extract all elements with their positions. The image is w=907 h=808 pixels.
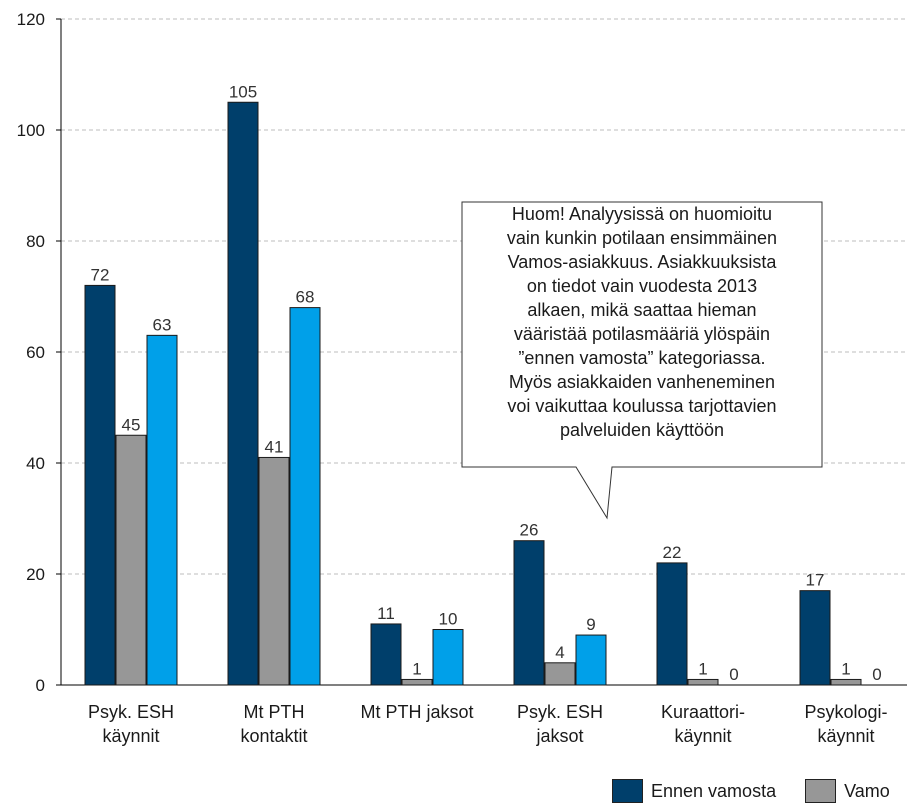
- x-tick-label: Mt PTH: [244, 702, 305, 722]
- y-tick-label: 0: [36, 676, 45, 695]
- data-label: 17: [806, 571, 825, 590]
- data-label: 68: [296, 288, 315, 307]
- legend-item: Ennen vamosta: [612, 779, 776, 803]
- y-tick-label: 100: [17, 121, 45, 140]
- x-tick-label: jaksot: [535, 726, 583, 746]
- data-label: 10: [439, 610, 458, 629]
- data-label: 63: [153, 315, 172, 334]
- y-tick-label: 20: [26, 565, 45, 584]
- bar: [401, 678, 433, 686]
- data-label: 11: [377, 604, 395, 623]
- data-label: 41: [265, 437, 284, 456]
- x-tick-label: käynnit: [102, 726, 159, 746]
- annotation-line: ”ennen vamosta” kategoriassa.: [518, 348, 766, 368]
- data-label: 105: [229, 82, 257, 101]
- bar: [799, 590, 831, 686]
- bar: [513, 540, 545, 686]
- x-tick-label: Kuraattori-: [661, 702, 745, 722]
- bar: [84, 284, 116, 686]
- bar: [575, 634, 607, 686]
- annotation-line: vääristää potilasmääriä ylöspäin: [513, 324, 771, 344]
- bar: [432, 629, 464, 686]
- legend-swatch: [805, 779, 837, 803]
- data-label: 9: [586, 615, 595, 634]
- bar: [687, 678, 719, 686]
- bar: [115, 434, 147, 686]
- bar: [656, 562, 688, 686]
- bar: [258, 456, 290, 686]
- y-tick-label: 80: [26, 232, 45, 251]
- data-label: 1: [841, 659, 850, 678]
- legend-item: Vamo: [805, 779, 890, 803]
- bar: [370, 623, 402, 686]
- x-tick-label: käynnit: [674, 726, 731, 746]
- data-label: 26: [520, 521, 539, 540]
- bar: [227, 101, 259, 686]
- legend-label: Ennen vamosta: [651, 780, 777, 801]
- y-tick-label: 120: [17, 10, 45, 29]
- y-tick-label: 60: [26, 343, 45, 362]
- data-label: 0: [872, 665, 881, 684]
- annotation-line: alkaen, mikä saattaa hieman: [527, 300, 757, 320]
- annotation-line: on tiedot vain vuodesta 2013: [526, 276, 758, 296]
- annotation-callout: [461, 201, 823, 520]
- bar: [146, 334, 178, 686]
- bar: [544, 662, 576, 686]
- annotation-line: Myös asiakkaiden vanheneminen: [508, 372, 776, 392]
- annotation-line: Vamos-asiakkuus. Asiakkuuksista: [507, 252, 777, 272]
- x-tick-label: kontaktit: [240, 726, 307, 746]
- x-tick-label: Psykologi-: [804, 702, 887, 722]
- bar: [830, 678, 862, 686]
- annotation-line: palveluiden käyttöön: [559, 420, 725, 440]
- data-label: 1: [412, 659, 421, 678]
- annotation-text: Huom! Analyysissä on huomioitu vain kunk…: [462, 202, 822, 442]
- data-label: 0: [729, 665, 738, 684]
- data-label: 72: [91, 265, 110, 284]
- x-tick-label: Mt PTH jaksot: [360, 702, 473, 722]
- annotation-line: vain kunkin potilaan ensimmäinen: [506, 228, 778, 248]
- annotation-line: Huom! Analyysissä on huomioitu: [511, 204, 773, 224]
- x-tick-label: Psyk. ESH: [517, 702, 603, 722]
- legend: Ennen vamosta Vamo: [612, 779, 907, 808]
- data-label: 4: [555, 643, 564, 662]
- y-tick-label: 40: [26, 454, 45, 473]
- x-tick-label: Psyk. ESH: [88, 702, 174, 722]
- legend-label: Vamo: [844, 780, 890, 801]
- bar: [289, 307, 321, 686]
- data-label: 22: [663, 543, 682, 562]
- data-label: 1: [698, 659, 707, 678]
- legend-swatch: [612, 779, 643, 803]
- data-label: 45: [122, 415, 141, 434]
- annotation-line: voi vaikuttaa koulussa tarjottavien: [507, 396, 777, 416]
- x-tick-label: käynnit: [817, 726, 874, 746]
